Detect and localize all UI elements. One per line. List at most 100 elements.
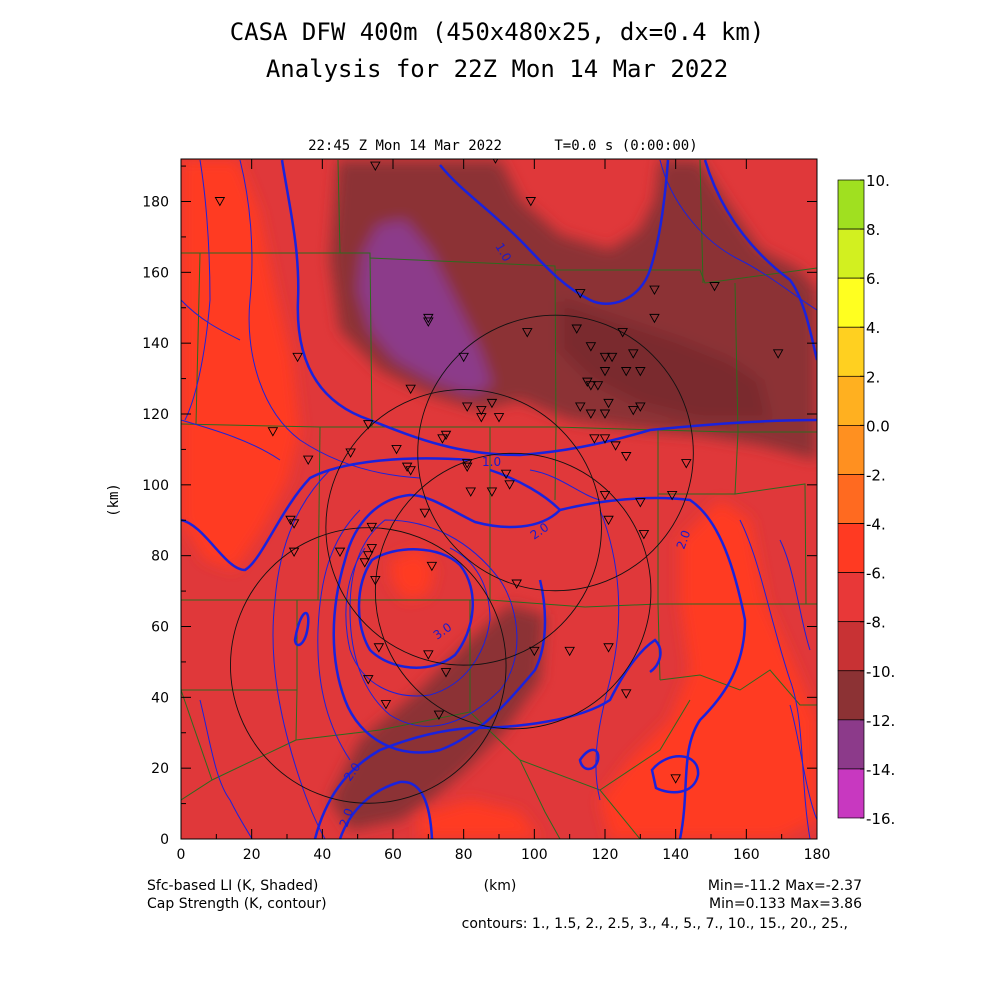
contour-1-0-southwest [181, 457, 471, 572]
station-marker [511, 579, 522, 589]
station-marker [529, 646, 540, 657]
colorbar-label: 6. [866, 270, 880, 288]
station-marker [599, 367, 611, 377]
station-marker [592, 381, 604, 391]
station-marker [585, 381, 597, 391]
colorbar: 10. 8. 6. 4. 2. 0.0 -2. -4. -6. -8. -10. -12. -14. -1… [837, 172, 895, 828]
station-marker [433, 710, 445, 720]
colorbar-label: -12. [866, 712, 895, 730]
station-marker [366, 544, 378, 554]
contour-label: 2.0 [674, 528, 694, 551]
station-marker [288, 519, 300, 529]
station-marker [680, 459, 692, 469]
colorbar-band [837, 670, 865, 721]
contour-thin-13 [181, 299, 241, 341]
radar-ring [325, 389, 602, 666]
station-marker [362, 420, 374, 430]
contour-thin-12 [659, 159, 817, 311]
x-tick-label: 40 [313, 847, 331, 863]
station-marker [292, 352, 303, 363]
colorbar-band [837, 375, 865, 426]
colorbar-label: -10. [866, 663, 895, 681]
contour-field-label: Cap Strength (K, contour) [147, 896, 327, 912]
colorbar-band [837, 326, 865, 377]
station-marker [599, 434, 611, 444]
x-tick-label: 160 [733, 847, 760, 863]
station-marker [709, 282, 720, 292]
station-marker [401, 462, 413, 473]
station-marker [476, 413, 487, 423]
station-marker [461, 459, 473, 469]
station-marker [585, 342, 597, 352]
colorbar-band [837, 228, 865, 279]
contour-2-0-small-southeast [650, 755, 700, 794]
colorbar-label: -16. [866, 810, 895, 828]
x-tick-label: 140 [662, 847, 689, 863]
station-marker [486, 487, 498, 497]
observation-stations [214, 159, 784, 784]
station-marker [599, 409, 611, 419]
colorbar-band [837, 425, 865, 475]
station-marker [345, 448, 356, 458]
station-marker [666, 491, 678, 501]
station-marker [214, 197, 226, 207]
contour-2-0-east [559, 496, 747, 839]
station-marker [405, 384, 416, 395]
li-warm-region-center [390, 548, 435, 600]
colorbar-label: 10. [866, 172, 890, 190]
contour-levels-label: contours: 1., 1.5, 2., 2.5, 3., 4., 5., … [462, 916, 848, 932]
station-marker [620, 452, 632, 462]
x-tick-label: 20 [243, 847, 261, 863]
colorbar-label: 0.0 [866, 417, 890, 435]
station-marker [638, 529, 650, 540]
x-tick-label: 100 [521, 847, 548, 863]
contour-thin-11 [529, 469, 601, 501]
contour-1-0-north [439, 159, 670, 305]
contour-2-0-small-west [293, 611, 310, 647]
colorbar-label: 4. [866, 319, 880, 337]
station-marker [649, 313, 660, 324]
colorbar-band [837, 768, 865, 819]
colorbar-band [837, 572, 865, 623]
station-marker [362, 551, 374, 561]
station-marker [627, 406, 639, 416]
station-marker [465, 487, 477, 497]
y-tick-label: 20 [151, 761, 169, 777]
station-marker [370, 161, 381, 172]
station-marker [419, 508, 431, 519]
contour-2-0-southwest [338, 780, 434, 839]
station-marker [500, 469, 512, 480]
contour-thin-2 [184, 159, 211, 421]
station-marker [423, 313, 434, 324]
chart-subtitle: Analysis for 22Z Mon 14 Mar 2022 [266, 55, 728, 83]
station-marker [571, 324, 583, 334]
station-marker [635, 402, 646, 412]
y-tick-label: 160 [142, 265, 169, 281]
x-tick-label: 0 [177, 847, 186, 863]
li-cool-core-north [560, 300, 770, 420]
contour-2-0-center [332, 468, 562, 754]
station-marker [525, 197, 537, 207]
station-marker [589, 434, 600, 444]
station-marker [599, 352, 611, 363]
contour-1-0-east [703, 159, 817, 361]
colorbar-label: -14. [866, 761, 895, 779]
station-marker [302, 455, 314, 465]
contour-thin-15 [789, 704, 817, 821]
colorbar-band [837, 719, 865, 770]
model-time-label: T=0.0 s (0:00:00) [554, 138, 697, 154]
x-tick-label: 120 [592, 847, 619, 863]
valid-time-label: 22:45 Z Mon 14 Mar 2022 [308, 138, 502, 154]
station-marker [288, 547, 300, 558]
station-marker [476, 406, 487, 416]
station-marker [504, 480, 515, 490]
colorbar-label: 2. [866, 368, 880, 386]
station-marker [670, 774, 681, 784]
li-shaded-field [181, 160, 817, 839]
station-marker [437, 434, 448, 444]
colorbar-label: -8. [866, 614, 886, 632]
x-tick-label: 80 [455, 847, 473, 863]
x-axis: 0 20 40 60 80 100 120 140 160 180 [177, 159, 830, 863]
colorbar-label: 8. [866, 221, 880, 239]
shaded-field-label: Sfc-based LI (K, Shaded) [147, 878, 318, 894]
